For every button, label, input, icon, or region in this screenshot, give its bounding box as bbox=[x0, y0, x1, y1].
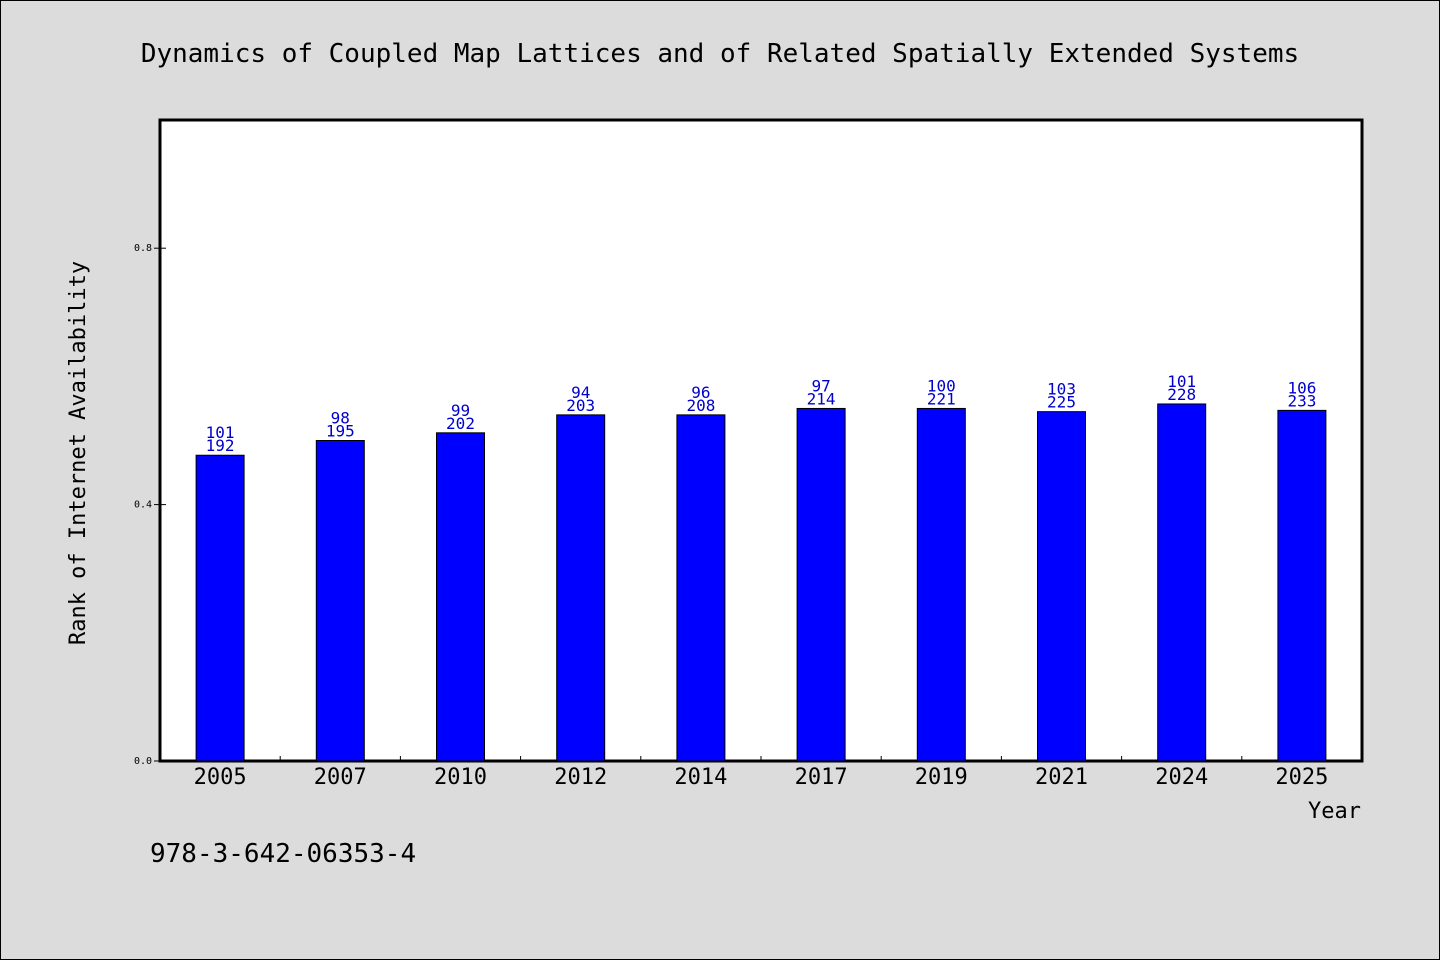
x-tick-label: 2019 bbox=[915, 765, 968, 790]
x-tick-label: 2017 bbox=[795, 765, 848, 790]
bar-label-top: 101 bbox=[1167, 372, 1196, 391]
bar-label-top: 100 bbox=[927, 376, 956, 395]
bar bbox=[676, 414, 726, 762]
y-axis: 0.0 0.4 0.8 bbox=[134, 243, 166, 767]
bar-label-bottom: 228 bbox=[1167, 385, 1196, 404]
chart-title: Dynamics of Coupled Map Lattices and of … bbox=[141, 39, 1299, 69]
bar-label-top: 98 bbox=[331, 409, 350, 428]
x-tick-labels: 2005 2007 2010 2012 2014 2017 2019 2021 2024 2025 bbox=[194, 765, 1329, 790]
bar bbox=[195, 454, 245, 762]
y-tick-label: 0.0 bbox=[134, 756, 152, 767]
bar-label-bottom: 233 bbox=[1287, 391, 1316, 410]
bar bbox=[1037, 411, 1086, 762]
x-axis-label: Year bbox=[1308, 799, 1361, 824]
bar-label-top: 106 bbox=[1287, 378, 1316, 397]
x-tick-label: 2007 bbox=[314, 765, 367, 790]
y-tick-label: 0.8 bbox=[134, 243, 152, 254]
bar-label-bottom: 208 bbox=[686, 396, 715, 415]
x-tick-label: 2010 bbox=[434, 765, 487, 790]
bar-label-bottom: 221 bbox=[927, 389, 956, 408]
bar bbox=[315, 440, 365, 762]
x-tick-label: 2021 bbox=[1035, 765, 1088, 790]
bar-label-top: 94 bbox=[571, 383, 590, 402]
bar-label-bottom: 203 bbox=[566, 396, 595, 415]
y-axis-label: Rank of Internet Availability bbox=[66, 261, 91, 645]
bars bbox=[195, 403, 1327, 762]
bar bbox=[556, 414, 606, 762]
bar-label-top: 96 bbox=[691, 383, 710, 402]
bar-label-top: 103 bbox=[1047, 380, 1076, 399]
x-tick-label: 2014 bbox=[674, 765, 727, 790]
x-tick-label: 2025 bbox=[1275, 765, 1328, 790]
bar bbox=[796, 407, 846, 762]
bar bbox=[1277, 409, 1327, 762]
bar-label-bottom: 202 bbox=[446, 414, 475, 433]
bar-label-top: 99 bbox=[451, 401, 470, 420]
bar bbox=[916, 407, 966, 762]
bar-labels: 1011929819599202942039620897214100221103… bbox=[206, 372, 1317, 455]
bar bbox=[436, 432, 485, 762]
footer-isbn: 978-3-642-06353-4 bbox=[150, 839, 416, 869]
x-tick-label: 2012 bbox=[554, 765, 607, 790]
bar-label-bottom: 195 bbox=[326, 422, 355, 441]
bar-label-bottom: 225 bbox=[1047, 393, 1076, 412]
bar-label-bottom: 214 bbox=[807, 389, 836, 408]
y-tick-label: 0.4 bbox=[134, 500, 152, 511]
bar-label-top: 101 bbox=[206, 423, 235, 442]
bar-label-bottom: 192 bbox=[206, 436, 235, 455]
x-tick-label: 2024 bbox=[1155, 765, 1208, 790]
x-axis bbox=[279, 756, 1243, 761]
x-tick-label: 2005 bbox=[194, 765, 247, 790]
bar bbox=[1157, 403, 1207, 762]
bar-label-top: 97 bbox=[811, 376, 830, 395]
